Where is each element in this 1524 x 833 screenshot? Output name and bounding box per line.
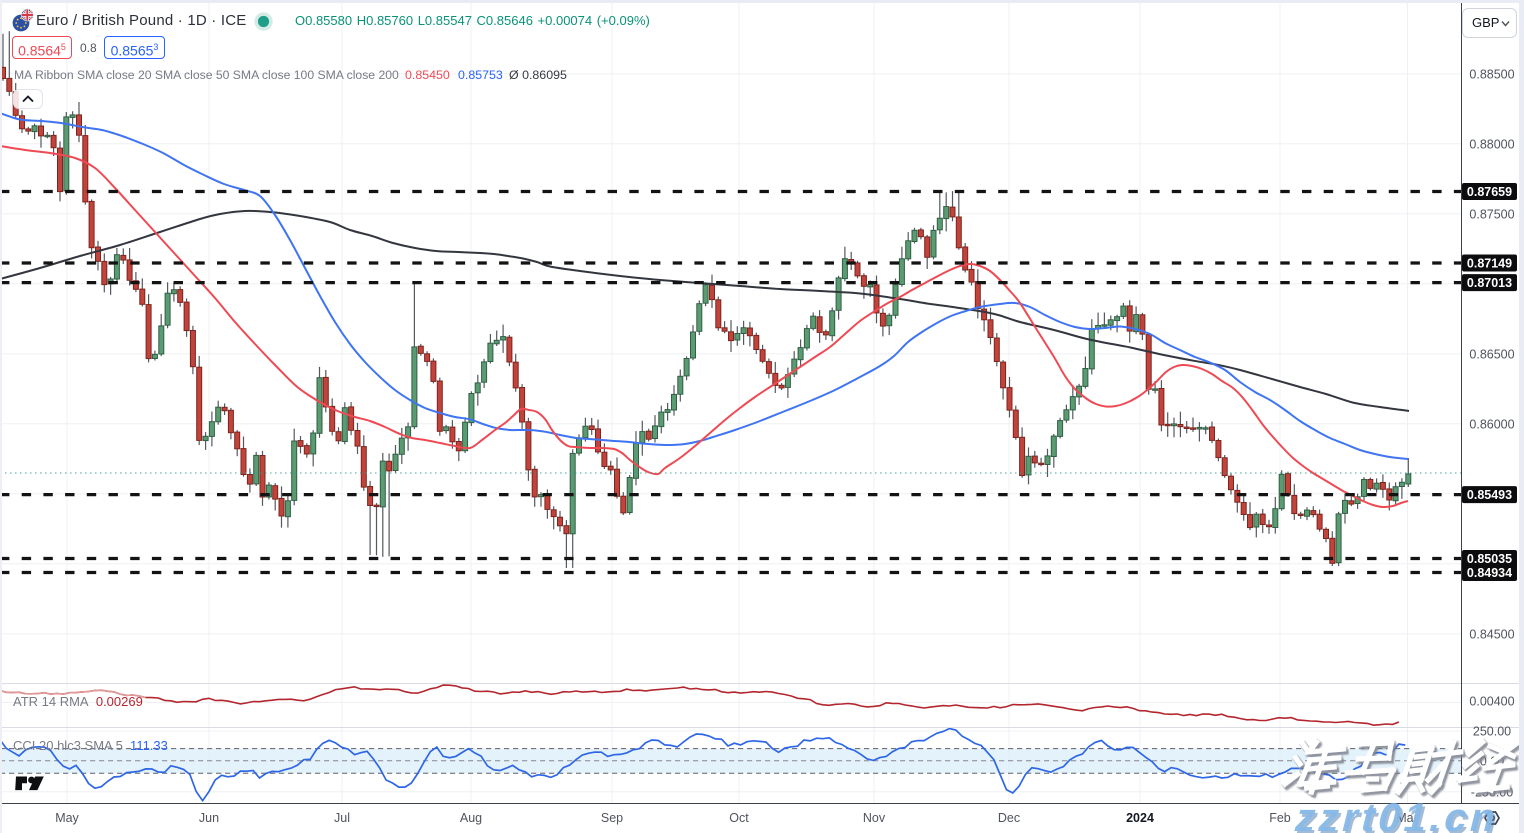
svg-text:0.87500: 0.87500 xyxy=(1469,208,1514,222)
svg-text:0.84934: 0.84934 xyxy=(1467,566,1512,580)
svg-text:Aug: Aug xyxy=(460,811,482,825)
svg-text:0.87659: 0.87659 xyxy=(1467,185,1512,199)
svg-text:Sep: Sep xyxy=(601,811,623,825)
svg-text:0.85493: 0.85493 xyxy=(1467,488,1512,502)
svg-text:zzrt01.cn: zzrt01.cn xyxy=(1291,795,1505,833)
svg-text:May: May xyxy=(55,811,79,825)
svg-text:Feb: Feb xyxy=(1269,811,1291,825)
svg-text:0.87013: 0.87013 xyxy=(1467,276,1512,290)
svg-text:Mar: Mar xyxy=(1396,811,1418,825)
svg-text:Jun: Jun xyxy=(199,811,219,825)
svg-text:0.88000: 0.88000 xyxy=(1469,138,1514,152)
svg-text:0.86000: 0.86000 xyxy=(1469,418,1514,432)
svg-text:0.87149: 0.87149 xyxy=(1467,257,1512,271)
svg-text:0.84500: 0.84500 xyxy=(1469,628,1514,642)
svg-text:0.86500: 0.86500 xyxy=(1469,348,1514,362)
svg-text:Oct: Oct xyxy=(729,811,749,825)
svg-text:zzrt01.cn: zzrt01.cn xyxy=(1293,798,1507,833)
svg-text:0.00400: 0.00400 xyxy=(1469,695,1514,709)
svg-text:Dec: Dec xyxy=(998,811,1020,825)
svg-text:0.88500: 0.88500 xyxy=(1469,68,1514,82)
svg-text:Jul: Jul xyxy=(334,811,350,825)
svg-text:250.00: 250.00 xyxy=(1473,725,1511,739)
svg-text:Nov: Nov xyxy=(863,811,886,825)
svg-text:2024: 2024 xyxy=(1126,811,1154,825)
svg-text:0.85035: 0.85035 xyxy=(1467,552,1512,566)
